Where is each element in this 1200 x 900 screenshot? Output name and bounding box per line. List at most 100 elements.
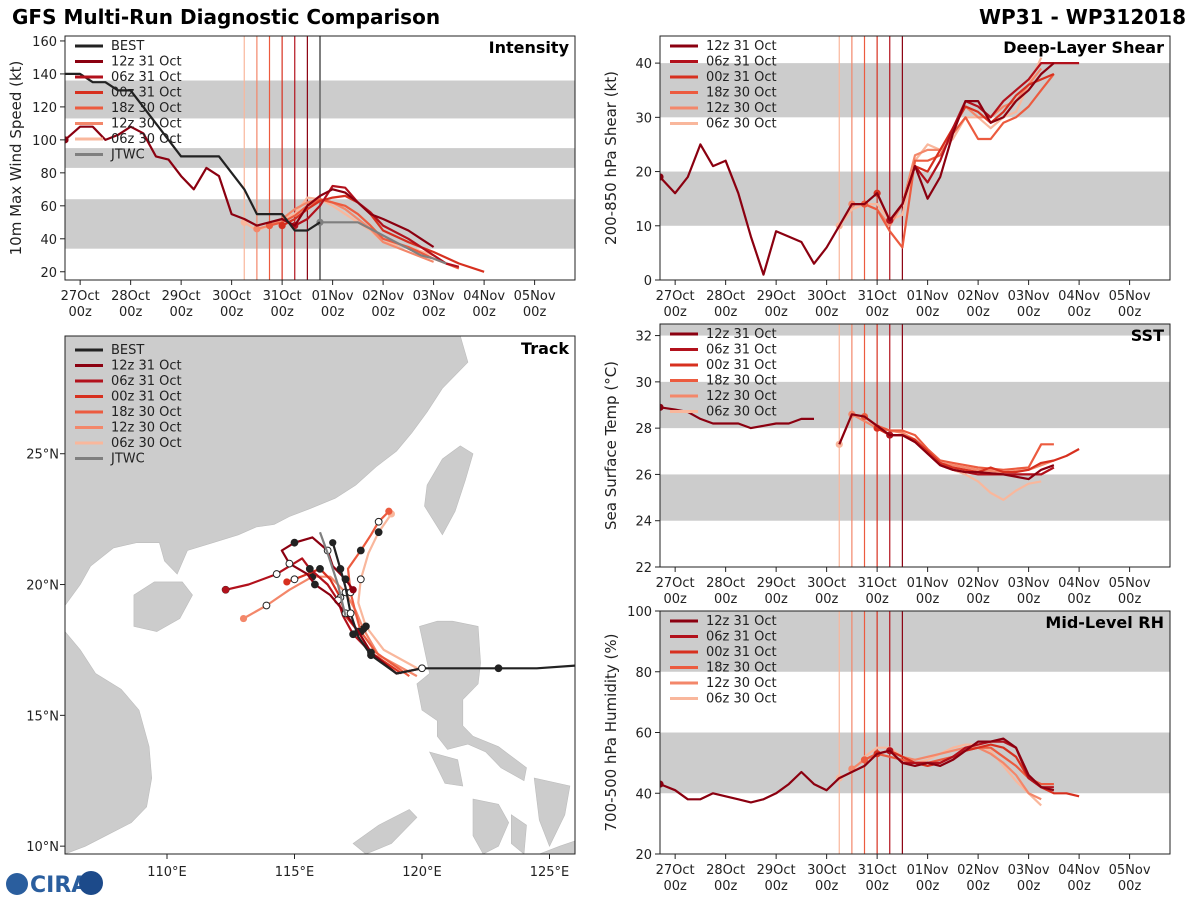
legend-label: 18z 30 Oct — [111, 101, 182, 116]
x-tick-label: 28Oct — [111, 289, 150, 304]
legend-label: 12z 31 Oct — [706, 614, 777, 629]
x-tick-label: 00z — [220, 305, 244, 320]
legend-label: 12z 31 Oct — [111, 359, 182, 374]
x-tick-label: 05Nov — [1109, 576, 1151, 591]
x-tick-label: 29Oct — [162, 289, 201, 304]
legend-label: 06z 31 Oct — [706, 630, 777, 645]
y-tick-label: 100 — [627, 605, 652, 620]
track-marker — [374, 517, 383, 526]
y-axis-label: 700-500 hPa Humidity (%) — [602, 633, 620, 831]
track-endpoint — [283, 578, 291, 586]
y-tick-label: 60 — [40, 200, 57, 215]
lat-tick-label: 15°N — [26, 709, 59, 724]
series-line-18z-30-oct — [863, 415, 1054, 471]
x-tick-label: 04Nov — [463, 289, 505, 304]
taiwan-land — [424, 445, 474, 536]
track-marker — [356, 546, 365, 555]
track-marker — [290, 575, 299, 584]
legend-label: 06z 31 Oct — [706, 55, 777, 70]
y-axis-label: 10m Max Wind Speed (kt) — [7, 61, 25, 256]
legend-label: 12z 31 Oct — [706, 39, 777, 54]
plot-frame — [659, 323, 1171, 568]
y-tick-label: 100 — [32, 134, 57, 149]
x-tick-label: 00z — [714, 592, 738, 607]
series-line-12z-31-oct — [660, 737, 1055, 804]
threshold-band — [660, 324, 1170, 336]
x-tick-label: 00z — [1017, 592, 1041, 607]
plot-area — [660, 36, 1170, 280]
series-line-18z-30-oct — [269, 198, 460, 270]
track-line-18z-30-oct — [346, 510, 410, 677]
x-tick-label: 00z — [1118, 305, 1142, 320]
y-tick-label: 40 — [635, 787, 652, 802]
x-tick-label: 02Nov — [957, 863, 999, 878]
y-tick-label: 60 — [635, 727, 652, 742]
x-tick-label: 02Nov — [362, 289, 404, 304]
y-tick-label: 32 — [635, 330, 652, 345]
cebu-land — [511, 814, 527, 854]
lon-tick-label: 115°E — [275, 865, 315, 880]
series-line-jtwc — [320, 221, 447, 265]
legend-label: 00z 31 Oct — [111, 86, 182, 101]
legend-label: 12z 30 Oct — [706, 101, 777, 116]
x-tick-label: 03Nov — [1008, 576, 1050, 591]
series-line-12z-31-oct — [660, 62, 1055, 276]
x-tick-label: 31Oct — [263, 289, 302, 304]
x-tick-label: 05Nov — [1109, 289, 1151, 304]
track-line-jtwc — [318, 531, 347, 617]
track-marker — [316, 564, 324, 573]
panay-negros-land — [472, 798, 510, 854]
series-line-best — [65, 72, 321, 232]
series-line-18z-30-oct — [864, 73, 1055, 249]
vietnam-coast-land — [65, 631, 153, 854]
x-tick-label: 03Nov — [413, 289, 455, 304]
logo-text: CIRA — [30, 873, 88, 898]
y-tick-label: 10 — [635, 220, 652, 235]
track-marker — [374, 528, 383, 537]
x-tick-label: 00z — [714, 305, 738, 320]
sst-panel: 22242628303227Oct00z28Oct00z29Oct00z30Oc… — [602, 323, 1171, 607]
legend-label: 18z 30 Oct — [706, 86, 777, 101]
x-tick-label: 01Nov — [907, 289, 949, 304]
mindoro-land — [429, 751, 464, 787]
x-tick-label: 00z — [865, 879, 889, 894]
y-tick-label: 40 — [40, 233, 57, 248]
legend-label: BEST — [111, 39, 144, 54]
x-tick-label: 00z — [169, 305, 193, 320]
legend-label: 06z 31 Oct — [111, 70, 182, 85]
x-tick-label: 00z — [764, 879, 788, 894]
threshold-band — [660, 474, 1170, 521]
track-marker — [494, 664, 503, 673]
track-endpoint — [329, 539, 337, 547]
y-tick-label: 30 — [635, 111, 652, 126]
plot-frame — [64, 35, 576, 281]
track-endpoint — [239, 614, 248, 623]
legend-label: 12z 30 Oct — [111, 117, 182, 132]
x-tick-label: 28Oct — [706, 289, 745, 304]
legend-label: 18z 30 Oct — [111, 405, 182, 420]
y-tick-label: 20 — [40, 266, 57, 281]
x-tick-label: 00z — [371, 305, 395, 320]
x-tick-label: 28Oct — [706, 576, 745, 591]
legend-label: 06z 31 Oct — [706, 343, 777, 358]
init-point — [253, 225, 261, 233]
legend-label: 00z 31 Oct — [111, 390, 182, 405]
logo-globe-icon — [6, 873, 28, 895]
map-area — [65, 336, 575, 854]
legend-label: 18z 30 Oct — [706, 374, 777, 389]
legend-label: BEST — [111, 343, 144, 358]
threshold-band — [660, 381, 1170, 429]
track-endpoint — [222, 586, 230, 594]
threshold-band — [660, 171, 1170, 226]
storm-id: WP31 - WP312018 — [979, 5, 1186, 29]
map-frame — [64, 335, 576, 855]
x-tick-label: 27Oct — [656, 863, 695, 878]
y-tick-label: 20 — [635, 848, 652, 863]
x-tick-label: 00z — [815, 592, 839, 607]
y-tick-label: 160 — [32, 35, 57, 50]
y-tick-label: 80 — [40, 167, 57, 182]
y-tick-label: 120 — [32, 101, 57, 116]
track-marker — [346, 609, 355, 618]
track-marker — [367, 651, 375, 660]
lat-tick-label: 20°N — [26, 579, 59, 594]
